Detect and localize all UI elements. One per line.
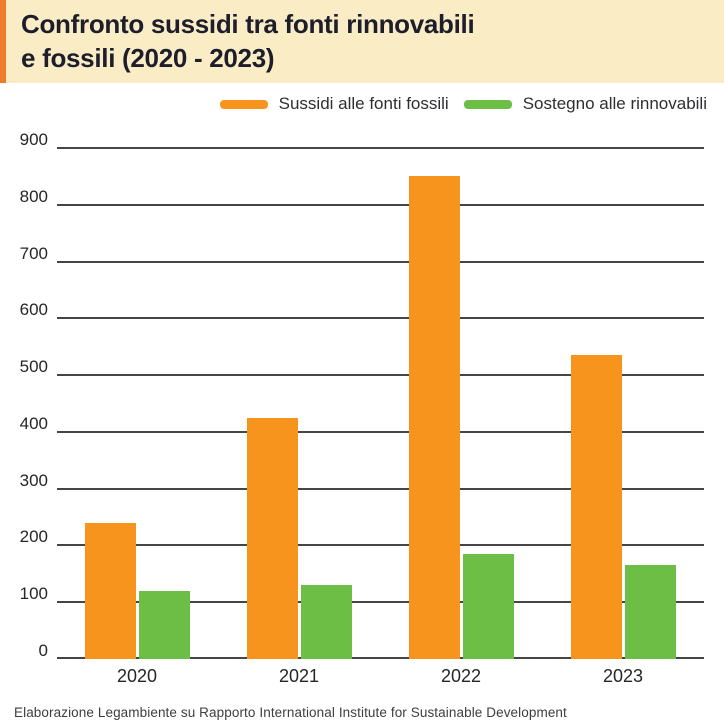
- gridline-600: [57, 317, 704, 320]
- bar-rinnovabili-2021: [300, 585, 352, 659]
- y-axis-label-800: 800: [19, 186, 48, 206]
- chart-legend: Sussidi alle fonti fossili Sostegno alle…: [0, 93, 724, 115]
- gridline-500: [57, 374, 704, 377]
- y-axis-label-200: 200: [19, 527, 48, 547]
- legend-swatch-fossili: [219, 99, 268, 109]
- bar-rinnovabili-2020: [138, 590, 190, 659]
- y-axis-label-600: 600: [19, 300, 48, 320]
- gridline-300: [57, 487, 704, 490]
- page-title-line2: e fossili (2020 - 2023): [21, 43, 275, 73]
- gridline-200: [57, 544, 704, 547]
- chart-header: Confronto sussidi tra fonti rinnovabili …: [0, 0, 724, 83]
- y-axis-label-100: 100: [19, 584, 48, 604]
- gridline-100: [57, 601, 704, 604]
- y-axis-label-500: 500: [19, 357, 48, 377]
- x-axis-label-2020: 2020: [116, 666, 158, 686]
- gridline-900: [57, 147, 704, 149]
- y-axis-label-400: 400: [19, 413, 48, 433]
- legend-label-fossili: Sussidi alle fonti fossili: [278, 94, 449, 113]
- y-axis-label-0: 0: [38, 641, 48, 660]
- gridline-400: [57, 430, 704, 433]
- bar-rinnovabili-2023: [624, 565, 676, 659]
- bar-fossili-2020: [84, 522, 136, 659]
- plot-area: [57, 147, 704, 659]
- x-axis-label-2021: 2021: [278, 666, 320, 686]
- legend-item-fossili: Sussidi alle fonti fossili: [219, 94, 449, 114]
- legend-swatch-rinnovabili: [463, 99, 512, 109]
- x-axis-label-2022: 2022: [440, 666, 482, 686]
- x-axis: 2020 2021 2022 2023: [57, 666, 704, 690]
- gridline-700: [57, 260, 704, 263]
- legend-label-rinnovabili: Sostegno alle rinnovabili: [522, 94, 707, 113]
- bar-fossili-2023: [570, 355, 622, 659]
- bar-rinnovabili-2022: [462, 553, 514, 659]
- gridline-0: [57, 657, 704, 659]
- source-note: Elaborazione Legambiente su Rapporto Int…: [14, 705, 567, 720]
- y-axis-label-300: 300: [19, 470, 48, 490]
- y-axis-label-700: 700: [19, 243, 48, 263]
- x-axis-label-2023: 2023: [602, 666, 644, 686]
- gridline-800: [57, 203, 704, 206]
- legend-item-rinnovabili: Sostegno alle rinnovabili: [463, 94, 707, 114]
- page-title-line1: Confronto sussidi tra fonti rinnovabili: [21, 9, 475, 39]
- bar-fossili-2022: [408, 176, 460, 659]
- bar-fossili-2021: [246, 417, 298, 659]
- y-axis-label-900: 900: [19, 130, 48, 149]
